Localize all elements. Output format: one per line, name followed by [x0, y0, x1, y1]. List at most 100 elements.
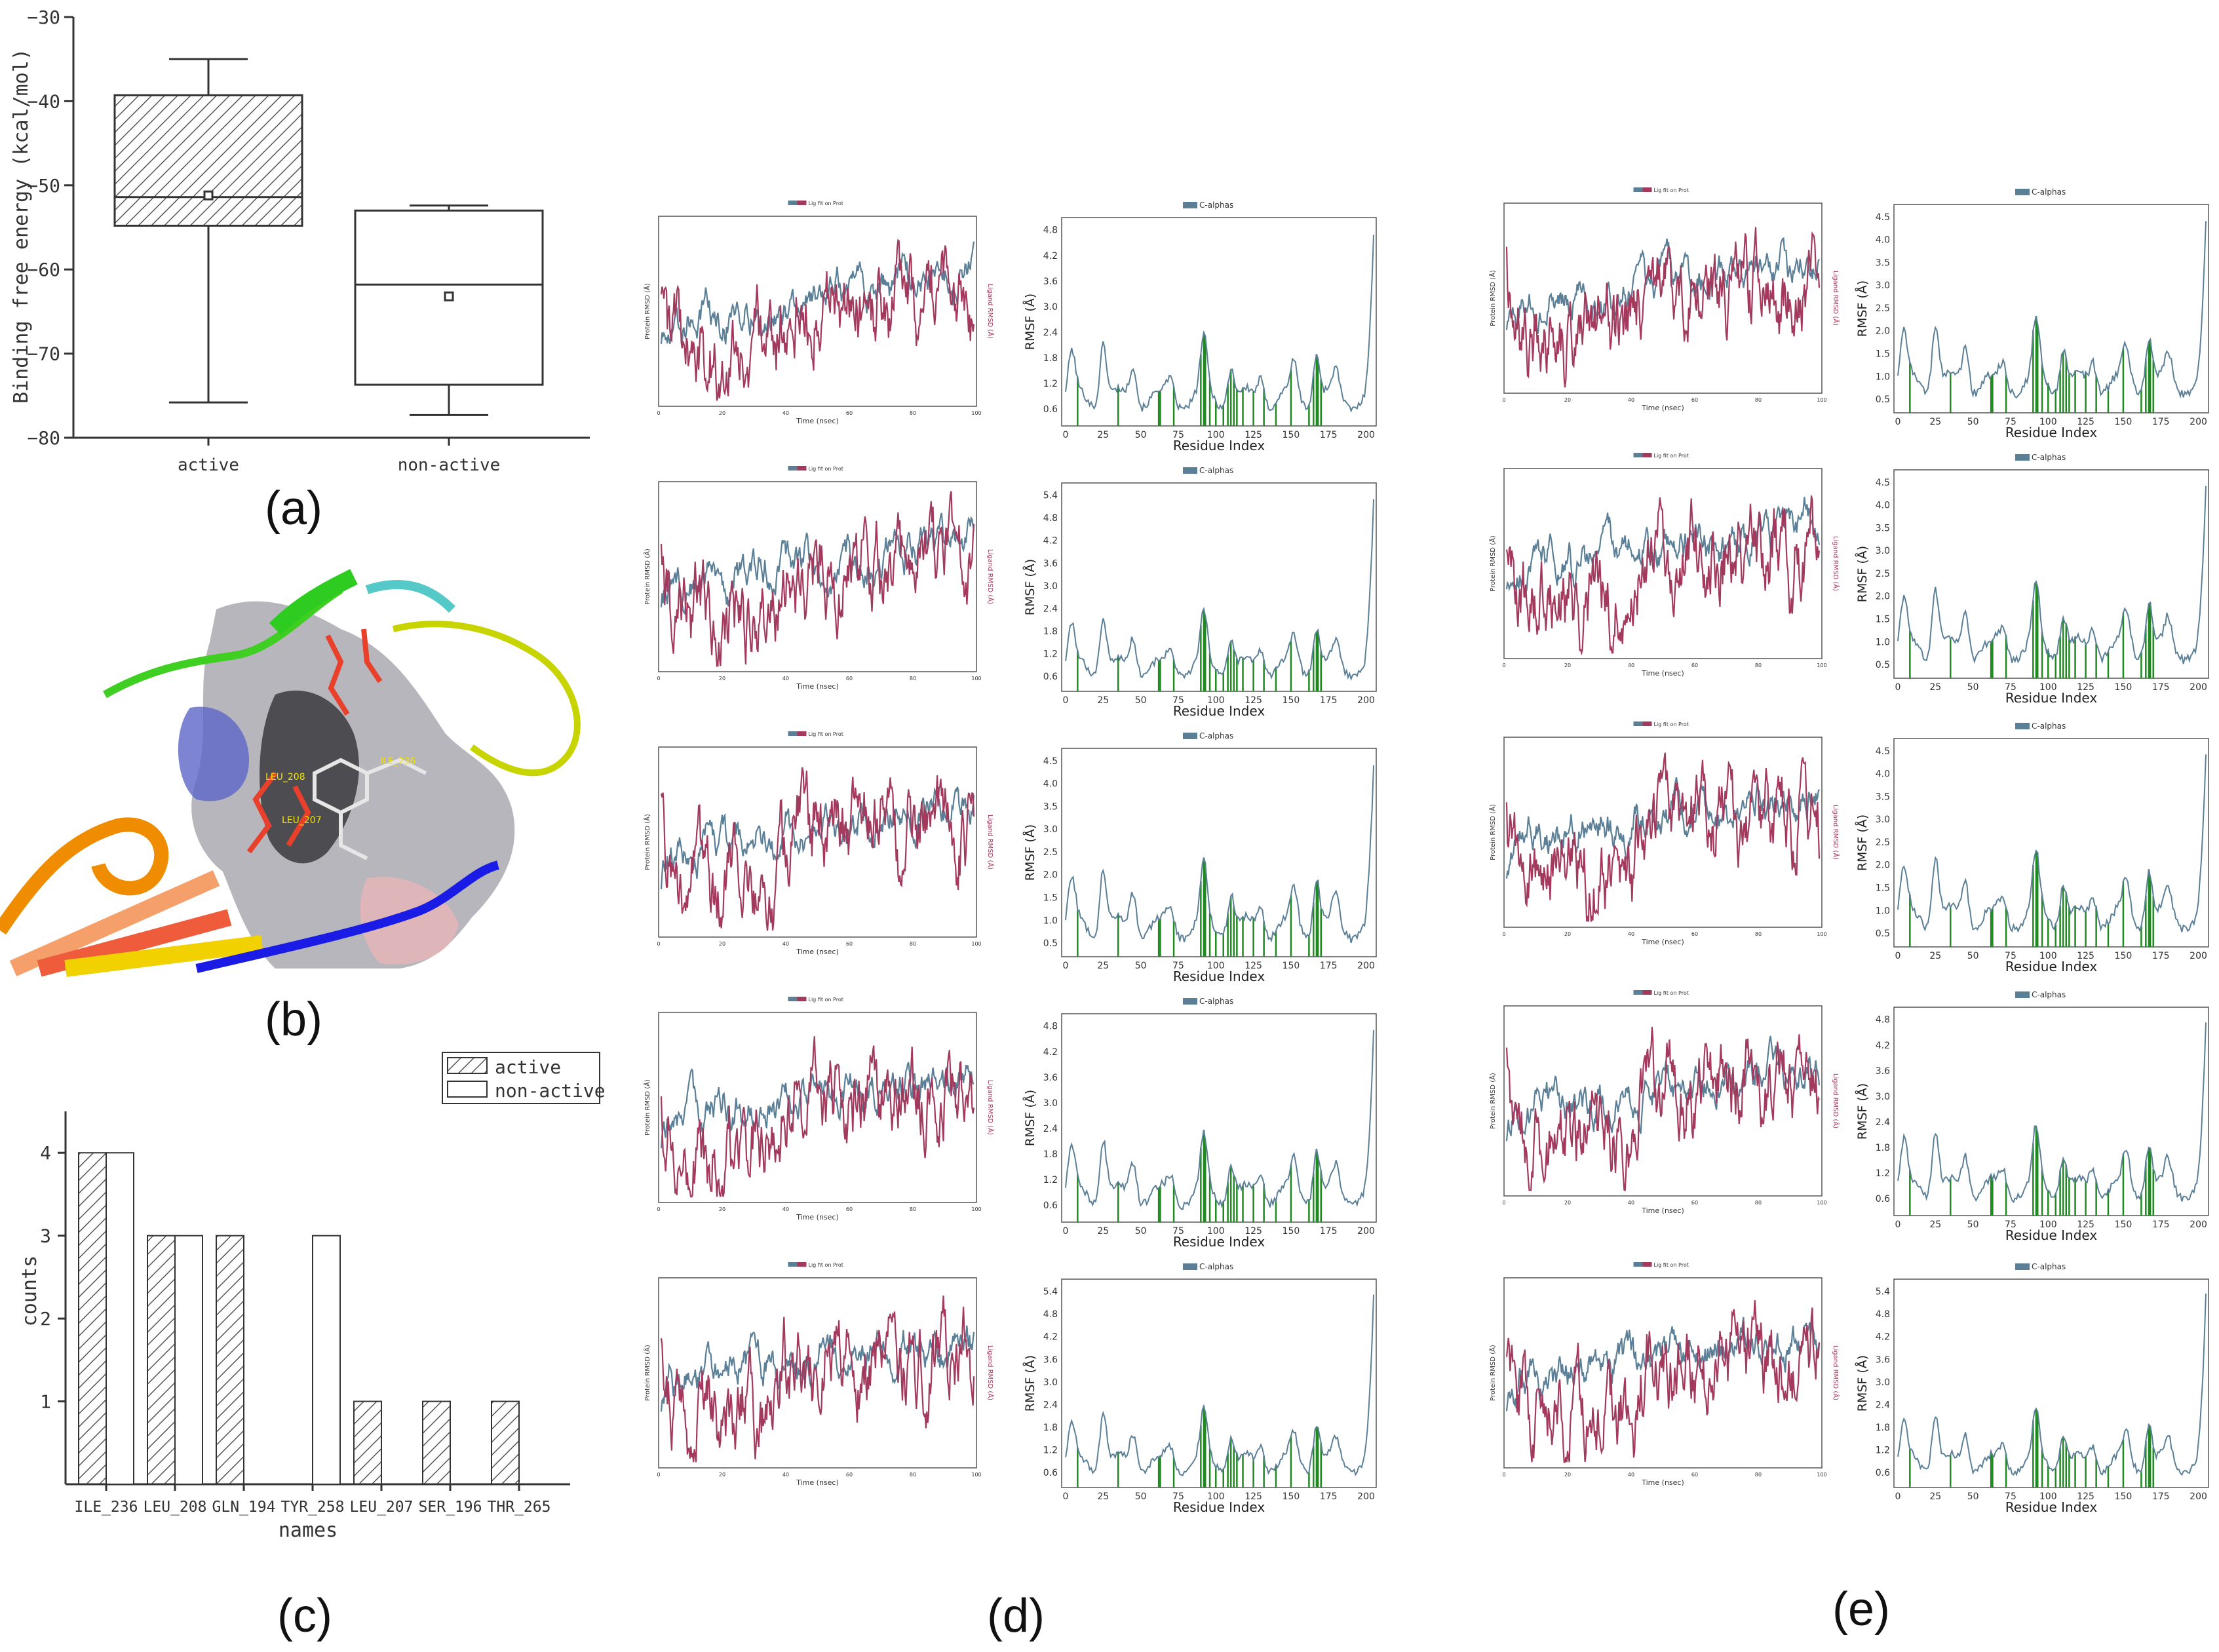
protein-rmsd-trace: [660, 1325, 975, 1412]
bar-non-active-TYR_258: [312, 1235, 341, 1485]
x-tick-label: 100: [2039, 1491, 2057, 1502]
legend-swatch-non-active: [447, 1081, 488, 1098]
y-tick-label: 4.2: [1876, 1041, 1890, 1051]
x-tick-label: 60: [1691, 1200, 1698, 1206]
x-axis-label: Time (nsec): [1641, 1478, 1684, 1487]
y-tick-label: −70: [27, 343, 60, 365]
legend-label: Lig fit on Prot: [809, 466, 843, 472]
y-axis-label-right: Ligand RMSD (Å): [1832, 536, 1840, 591]
panel-label-d: (d): [987, 1590, 1045, 1642]
x-tick-label: 200: [1357, 961, 1375, 971]
y-tick-label: 4: [40, 1142, 51, 1164]
x-tick-label: 80: [1755, 931, 1762, 937]
y-tick-label: 1.2: [1876, 1445, 1890, 1455]
legend-label: C-alphas: [2032, 453, 2066, 462]
y-axis-label-right: Ligand RMSD (Å): [1832, 271, 1840, 326]
y-tick-label: 2.4: [1876, 1117, 1890, 1128]
y-tick-label: 1.2: [1043, 1175, 1058, 1185]
y-axis-label: RMSF (Å): [1855, 1083, 1870, 1140]
x-tick-label: 0: [1063, 430, 1069, 440]
legend-swatch-ligand: [797, 201, 807, 205]
bar-active-ILE_236: [78, 1152, 107, 1485]
rmsf-trace: [1897, 1294, 2207, 1476]
x-tick-label: 75: [2005, 1220, 2016, 1230]
legend-label: C-alphas: [2032, 187, 2066, 197]
y-axis-label: Binding free energy (kcal/mol): [10, 48, 33, 404]
x-tick-label: 100: [1817, 397, 1826, 403]
y-axis-label: RMSF (Å): [1022, 824, 1037, 881]
x-tick-label: 100: [971, 1472, 981, 1478]
rmsf-plot: C-alphas 0.5 1.0 1.5 2.0 2.5 3.0 3.5 4.0 4.5 0 25 50…: [1855, 453, 2209, 706]
ligand-rmsd-trace: [660, 491, 975, 667]
y-tick-label: 2.0: [1876, 326, 1890, 337]
x-tick-label: 60: [1691, 397, 1698, 403]
y-axis-label-left: Protein RMSD (Å): [1488, 1345, 1497, 1401]
y-tick-label: 0.6: [1876, 1468, 1890, 1478]
y-tick-label: 1.2: [1876, 1168, 1890, 1179]
y-axis-label-left: Protein RMSD (Å): [1488, 270, 1497, 326]
legend-label: Lig fit on Prot: [809, 997, 843, 1003]
y-tick-label: 2.4: [1043, 604, 1058, 614]
y-axis-label-left: Protein RMSD (Å): [643, 814, 651, 870]
legend-label: C-alphas: [1199, 466, 1233, 475]
x-axis-label: Residue Index: [2005, 1227, 2098, 1243]
x-axis-label: Time (nsec): [1641, 1206, 1684, 1215]
box-non-active: non-active: [354, 204, 544, 475]
x-tick-label: 75: [2005, 1491, 2016, 1502]
legend-swatch-ligand: [1642, 453, 1652, 457]
x-tick-label: 125: [1245, 961, 1262, 971]
ligand-rmsd-trace: [1505, 495, 1821, 656]
x-tick-label: 175: [2152, 1491, 2170, 1502]
x-tick-label: active: [178, 455, 239, 475]
x-tick-label: 0: [1895, 951, 1901, 961]
y-tick-label: 3.5: [1876, 523, 1890, 533]
y-tick-label: 4.2: [1043, 536, 1058, 547]
y-tick-label: 0.5: [1043, 938, 1058, 949]
ligand-rmsd-trace: [1505, 1300, 1821, 1463]
x-tick-label: 0: [1063, 1491, 1069, 1502]
y-tick-label: 3.6: [1876, 1354, 1890, 1365]
y-axis-label-right: Ligand RMSD (Å): [986, 1080, 995, 1135]
rmsf-plot: C-alphas 0.6 1.2 1.8 2.4 3.0 3.6 4.2 4.8 5.4 0 25 50…: [1855, 1262, 2209, 1515]
rmsf-plot: C-alphas 0.6 1.2 1.8 2.4 3.0 3.6 4.2 4.8 5.4 0 25 50…: [1022, 466, 1377, 719]
x-tick-label: 0: [1895, 417, 1901, 427]
y-tick-label: 2.4: [1043, 1400, 1058, 1410]
x-tick-label: 50: [1135, 1226, 1147, 1237]
plot-frame: [1061, 1013, 1377, 1223]
x-tick-label: 125: [1245, 695, 1262, 706]
y-tick-label: 3.6: [1043, 1354, 1058, 1365]
rmsd-plot: Lig fit on Prot 0 20 40 60 80 100 Time (nsec) Pr…: [643, 466, 995, 691]
residue-sticks: [246, 628, 383, 854]
protein-rmsd-trace: [1505, 777, 1820, 879]
x-tick-label: 200: [1357, 695, 1375, 706]
rmsd-plot: Lig fit on Prot 0 20 40 60 80 100 Time (nsec) Pr…: [643, 1262, 995, 1487]
legend-label: C-alphas: [1199, 997, 1233, 1006]
y-axis-label-left: Protein RMSD (Å): [1488, 804, 1497, 860]
x-tick-label: 40: [782, 1206, 789, 1212]
legend-swatch-protein: [788, 1262, 798, 1267]
ligand-rmsd-trace: [660, 1036, 975, 1198]
x-tick-label: 0: [657, 1472, 660, 1478]
legend-swatch-calpha: [2015, 991, 2030, 998]
x-tick-label: 80: [1755, 1472, 1762, 1478]
x-tick-label: 40: [782, 676, 789, 682]
bar-non-active-ILE_236: [106, 1152, 134, 1485]
y-tick-label: 1.0: [1876, 637, 1890, 647]
legend-swatch-ligand: [1642, 187, 1652, 192]
x-tick-label: 150: [2115, 951, 2132, 961]
ligand-rmsd-trace: [1505, 1026, 1820, 1191]
y-tick-label: 2.5: [1876, 569, 1890, 579]
legend-swatch-ligand: [1642, 1262, 1652, 1267]
x-tick-label: 100: [1817, 931, 1826, 937]
rmsf-trace: [1897, 754, 2207, 933]
x-tick-label: 80: [910, 676, 916, 682]
legend-swatch-calpha: [1183, 202, 1197, 208]
x-tick-label: 40: [1628, 663, 1634, 668]
y-tick-label: 2.4: [1043, 1124, 1058, 1134]
x-tick-label: 100: [2039, 417, 2057, 427]
y-tick-label: 1.8: [1043, 353, 1058, 364]
y-axis-label-right: Ligand RMSD (Å): [986, 815, 995, 870]
x-tick-label: 175: [2152, 951, 2170, 961]
x-axis-label: Residue Index: [2005, 1499, 2098, 1515]
legend-label: Lig fit on Prot: [1654, 1262, 1689, 1268]
